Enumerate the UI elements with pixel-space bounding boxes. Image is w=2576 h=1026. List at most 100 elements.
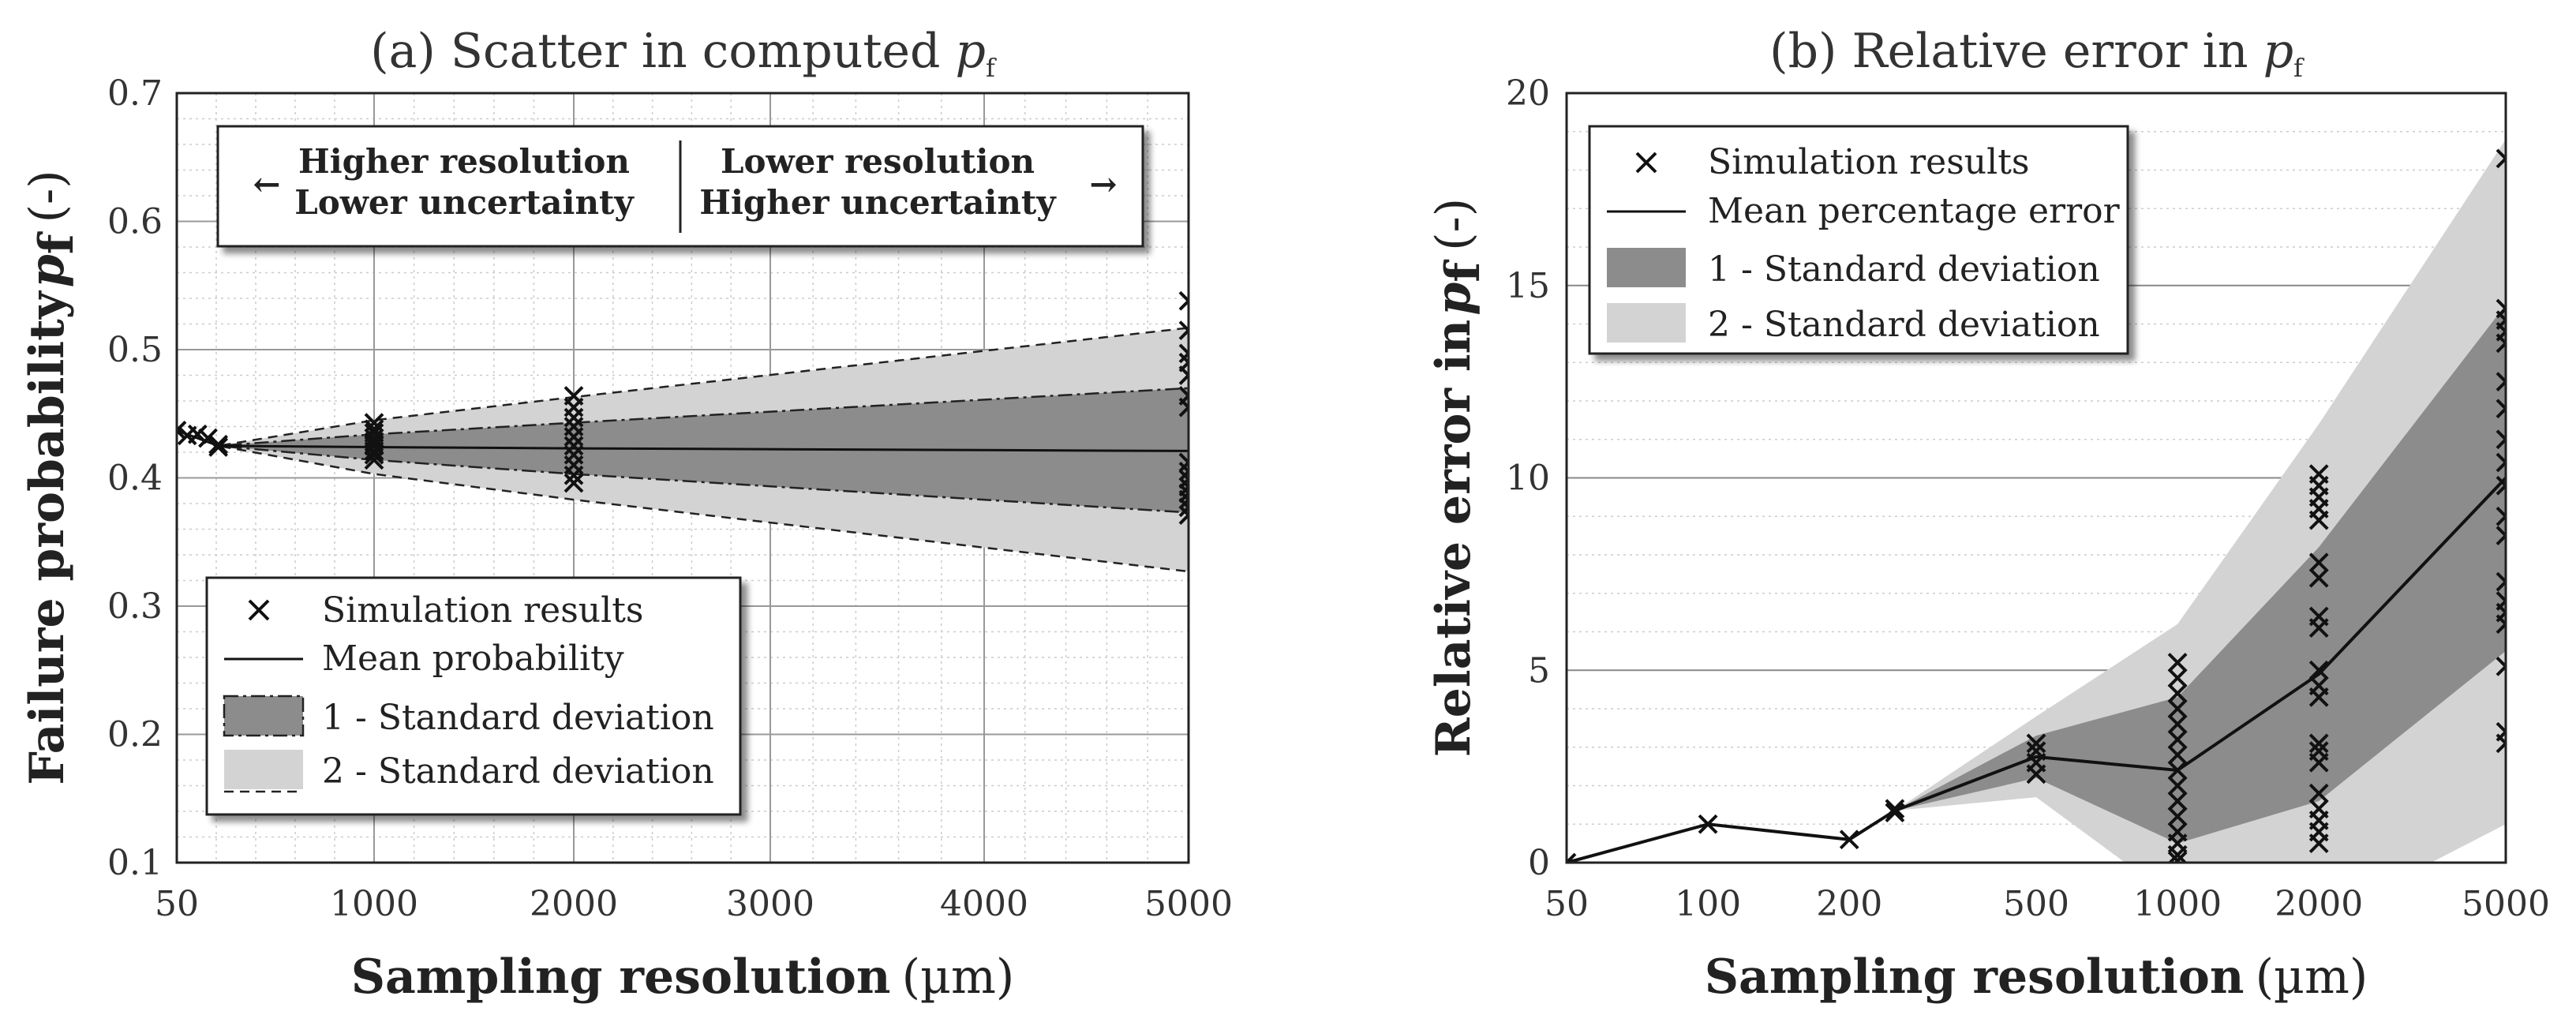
scatter-point — [2026, 733, 2046, 754]
panel-b-legend: Simulation results Mean percentage error… — [1588, 125, 2129, 355]
x-tick-label: 2000 — [2275, 884, 2363, 924]
panel-a: (a) Scatter in computed pf 50 1000 2000 300… — [20, 24, 1233, 1005]
x-tick-label: 1000 — [2133, 884, 2222, 924]
x-tick-label: 500 — [2003, 884, 2069, 924]
scatter-point — [2496, 333, 2506, 354]
scatter-point — [564, 465, 584, 485]
right-arrow-icon: → — [1089, 165, 1117, 204]
panel-b-scatter — [1567, 148, 2506, 863]
scatter-point — [1178, 461, 1189, 481]
legend-b-entry-0: Simulation results — [1708, 142, 2029, 182]
panel-b-x-label: Sampling resolution (µm) — [1705, 949, 2368, 1005]
scatter-point — [2167, 851, 2188, 863]
scatter-point — [2167, 760, 2188, 781]
panel-b-y-label: Relative error in pf(-) — [1426, 198, 1491, 757]
scatter-point — [1178, 483, 1189, 504]
panel-a-frame — [175, 92, 1190, 864]
y-tick-label: 0.7 — [107, 73, 163, 114]
scatter-point — [364, 436, 384, 456]
y-tick-label: 0.1 — [107, 843, 163, 883]
x-tick-label: 3000 — [726, 884, 814, 924]
x-tick-label: 50 — [1544, 884, 1589, 924]
scatter-point — [2167, 668, 2188, 688]
scatter-point — [2167, 653, 2188, 672]
y-tick-label: 10 — [1506, 459, 1550, 499]
legend-a-entry-3: 2 - Standard deviation — [322, 751, 714, 792]
left-arrow-icon: ← — [253, 165, 280, 204]
x-tick-label: 1000 — [330, 884, 418, 924]
scatter-point — [2308, 552, 2329, 573]
scatter-point — [1178, 365, 1189, 385]
scatter-point — [208, 434, 229, 455]
scatter-point — [1178, 343, 1189, 364]
legend-a-entry-0: Simulation results — [322, 590, 643, 631]
scatter-point — [1178, 489, 1189, 510]
scatter-point — [2308, 687, 2329, 707]
scatter-point — [187, 424, 208, 444]
scatter-point — [364, 444, 384, 465]
scatter-point — [1567, 852, 1577, 863]
legend-b-sd1-swatch — [1607, 248, 1686, 287]
annotation-right-line1: Lower resolution — [721, 142, 1035, 181]
legend-a-sd2-swatch — [224, 750, 303, 789]
legend-b-entry-3: 2 - Standard deviation — [1708, 305, 2100, 345]
legend-b-entry-1: Mean percentage error — [1708, 191, 2121, 231]
legend-a-sd1-swatch — [223, 695, 305, 737]
scatter-point — [2167, 683, 2188, 703]
scatter-point — [1178, 290, 1189, 311]
x-tick-label: 4000 — [940, 884, 1028, 924]
panel-a-annotation: Higher resolution Lower uncertainty Lowe… — [216, 125, 1144, 248]
scatter-point — [2308, 567, 2329, 588]
scatter-point — [2496, 452, 2506, 473]
scatter-point — [2496, 148, 2506, 169]
panel-a-x-ticks: 50 1000 2000 3000 4000 5000 — [155, 884, 1233, 924]
scatter-point — [1178, 497, 1189, 518]
panel-b: (b) Relative error in pf 50 100 200 500 1000… — [1426, 24, 2550, 1005]
panel-a-title: (a) Scatter in computed pf — [370, 24, 997, 83]
scatter-point — [208, 437, 229, 457]
y-tick-label: 0 — [1528, 843, 1550, 883]
y-tick-label: 0.6 — [107, 202, 163, 242]
scatter-point — [2308, 833, 2329, 854]
y-tick-label: 0.5 — [107, 330, 163, 370]
legend-b-entry-2: 1 - Standard deviation — [1708, 249, 2100, 290]
y-tick-label: 5 — [1528, 650, 1550, 691]
panel-b-y-ticks: 0 5 10 15 20 — [1506, 73, 1550, 883]
legend-a-entry-2: 1 - Standard deviation — [322, 698, 714, 738]
scatter-point — [1178, 320, 1189, 341]
scatter-point — [2167, 844, 2188, 863]
scatter-point — [564, 436, 584, 456]
panel-a-y-label: Failure probability pf(-) — [20, 170, 84, 784]
legend-marker-x-icon — [248, 599, 270, 621]
y-tick-label: 0.2 — [107, 715, 163, 755]
scatter-point — [2167, 807, 2188, 826]
scatter-point — [2308, 733, 2329, 754]
panel-a-x-label: Sampling resolution (µm) — [351, 949, 1015, 1005]
y-tick-label: 0.3 — [107, 586, 163, 627]
panel-b-x-ticks: 50 100 200 500 1000 2000 5000 — [1544, 884, 2550, 924]
scatter-point — [1839, 829, 1859, 850]
legend-b-sd2-swatch — [1607, 303, 1686, 343]
panel-a-y-ticks: 0.1 0.2 0.3 0.4 0.5 0.6 0.7 — [107, 73, 163, 883]
scatter-point — [564, 427, 584, 447]
panel-b-mean-line — [1567, 477, 2506, 863]
x-tick-label: 5000 — [2462, 884, 2550, 924]
scatter-point — [2026, 741, 2046, 762]
scatter-point — [2167, 791, 2188, 811]
y-tick-label: 20 — [1506, 73, 1550, 114]
panel-b-sd1-band — [1567, 305, 2506, 863]
scatter-point — [2167, 698, 2188, 719]
scatter-point — [2308, 660, 2329, 680]
scatter-point — [2496, 399, 2506, 419]
scatter-point — [2496, 475, 2506, 496]
y-tick-label: 15 — [1506, 266, 1550, 306]
scatter-point — [2308, 752, 2329, 773]
scatter-point — [2496, 656, 2506, 676]
x-tick-label: 5000 — [1144, 884, 1233, 924]
scatter-point — [564, 407, 584, 428]
scatter-point — [2496, 571, 2506, 592]
x-tick-label: 50 — [155, 884, 199, 924]
scatter-point — [2496, 506, 2506, 526]
scatter-point — [2167, 729, 2188, 750]
